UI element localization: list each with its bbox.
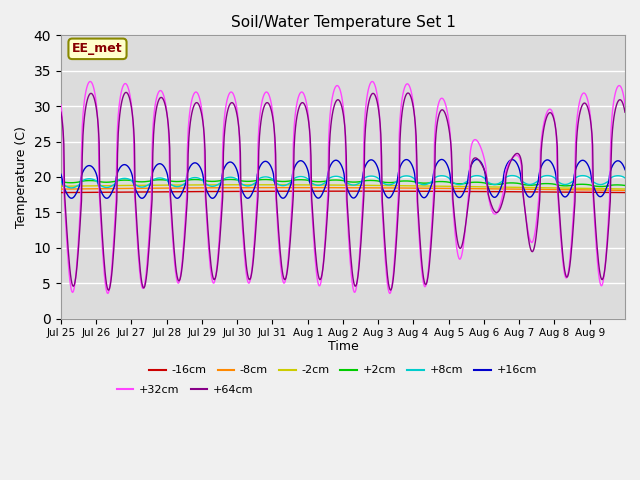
+8cm xyxy=(544,173,552,179)
-2cm xyxy=(402,183,410,189)
+64cm xyxy=(57,109,65,115)
+8cm xyxy=(402,173,410,179)
Line: +2cm: +2cm xyxy=(61,180,625,187)
-2cm xyxy=(124,182,131,188)
+32cm xyxy=(257,110,264,116)
+16cm xyxy=(277,194,285,200)
-16cm xyxy=(339,188,346,194)
+16cm xyxy=(173,195,181,201)
+8cm xyxy=(124,176,132,182)
-2cm xyxy=(277,182,285,188)
+2cm xyxy=(434,179,442,184)
-2cm xyxy=(57,183,65,189)
-16cm xyxy=(124,189,131,195)
+16cm xyxy=(402,157,410,163)
+32cm xyxy=(403,81,410,87)
+2cm xyxy=(228,177,236,182)
+16cm xyxy=(255,165,263,170)
-16cm xyxy=(255,189,262,194)
-16cm xyxy=(227,189,235,194)
+2cm xyxy=(57,179,65,184)
+64cm xyxy=(122,90,130,96)
+32cm xyxy=(104,290,112,296)
Line: -2cm: -2cm xyxy=(61,185,625,189)
-2cm xyxy=(621,186,629,192)
+2cm xyxy=(255,177,263,183)
+2cm xyxy=(226,177,234,182)
+32cm xyxy=(435,102,442,108)
+64cm xyxy=(257,125,264,131)
+2cm xyxy=(621,182,629,188)
+16cm xyxy=(57,171,65,177)
-16cm xyxy=(402,188,410,194)
+32cm xyxy=(86,79,94,84)
+2cm xyxy=(124,177,131,183)
+16cm xyxy=(228,159,236,165)
-16cm xyxy=(621,190,629,195)
+8cm xyxy=(255,176,263,181)
+2cm xyxy=(402,178,410,184)
Title: Soil/Water Temperature Set 1: Soil/Water Temperature Set 1 xyxy=(230,15,456,30)
+32cm xyxy=(125,86,132,92)
-8cm xyxy=(285,185,292,191)
-8cm xyxy=(255,185,262,191)
Line: +16cm: +16cm xyxy=(61,159,625,198)
+32cm xyxy=(278,271,285,276)
+32cm xyxy=(57,102,65,108)
+8cm xyxy=(621,175,629,181)
Text: EE_met: EE_met xyxy=(72,42,123,55)
+64cm xyxy=(435,115,442,121)
-16cm xyxy=(57,190,65,195)
X-axis label: Time: Time xyxy=(328,340,358,353)
Line: -8cm: -8cm xyxy=(61,188,625,191)
+8cm xyxy=(277,182,285,188)
Line: -16cm: -16cm xyxy=(61,191,625,192)
-16cm xyxy=(276,188,284,194)
-2cm xyxy=(227,182,235,188)
+16cm xyxy=(434,160,442,166)
+16cm xyxy=(124,163,131,168)
+64cm xyxy=(228,100,236,106)
+16cm xyxy=(621,167,629,173)
-8cm xyxy=(57,186,65,192)
Line: +32cm: +32cm xyxy=(61,82,625,293)
+32cm xyxy=(228,90,236,96)
+64cm xyxy=(403,91,410,97)
Legend: +32cm, +64cm: +32cm, +64cm xyxy=(112,381,258,400)
+16cm xyxy=(438,156,445,162)
+8cm xyxy=(67,185,75,191)
-8cm xyxy=(276,185,284,191)
+8cm xyxy=(228,174,236,180)
+2cm xyxy=(597,184,605,190)
+8cm xyxy=(57,179,65,184)
Line: +8cm: +8cm xyxy=(61,176,625,188)
-8cm xyxy=(621,188,629,193)
-8cm xyxy=(434,185,442,191)
Line: +64cm: +64cm xyxy=(61,93,625,290)
-2cm xyxy=(434,183,442,189)
+32cm xyxy=(621,102,629,108)
-8cm xyxy=(402,185,410,191)
+64cm xyxy=(105,288,113,293)
-16cm xyxy=(434,189,442,194)
-2cm xyxy=(249,182,257,188)
-8cm xyxy=(124,186,131,192)
-8cm xyxy=(227,185,235,191)
-2cm xyxy=(255,182,263,188)
+64cm xyxy=(278,263,285,268)
+8cm xyxy=(434,174,442,180)
+64cm xyxy=(125,93,132,98)
+64cm xyxy=(621,109,629,115)
+2cm xyxy=(277,179,285,184)
Y-axis label: Temperature (C): Temperature (C) xyxy=(15,126,28,228)
